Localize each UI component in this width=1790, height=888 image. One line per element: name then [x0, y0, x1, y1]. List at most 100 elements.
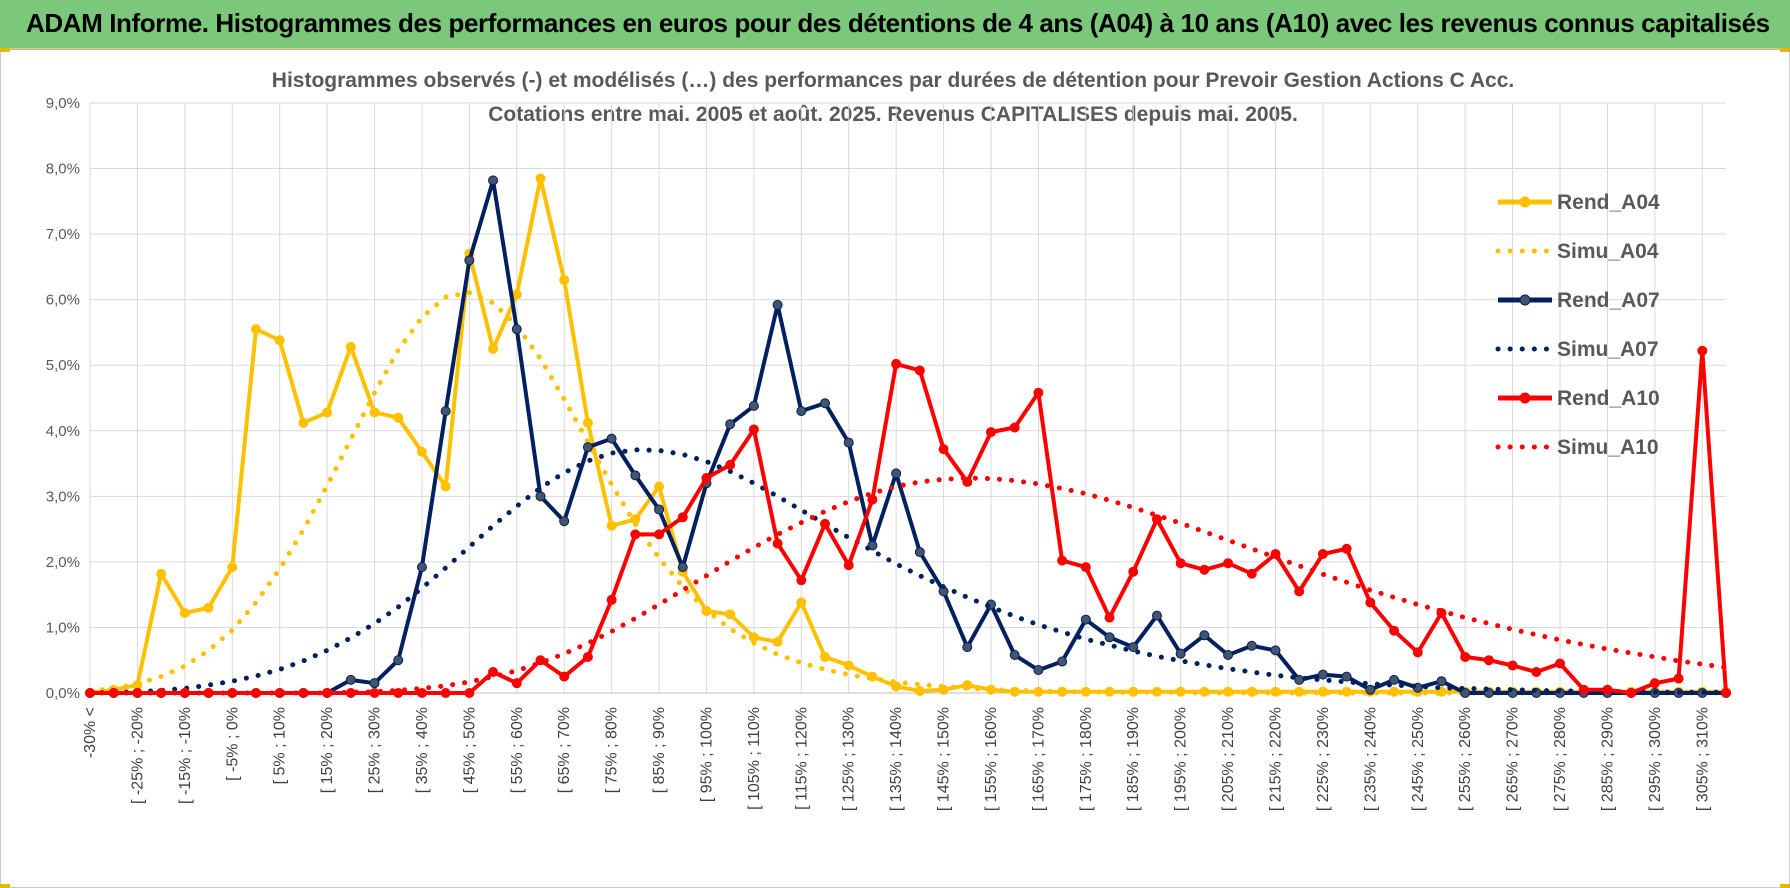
y-tick-label: 8,0%: [46, 161, 80, 178]
data-point: [345, 674, 356, 685]
legend-label: Rend_A04: [1557, 191, 1660, 214]
x-tick-label: [ 15% ; 20%: [319, 707, 336, 793]
legend-label: Rend_A07: [1557, 289, 1660, 312]
legend-marker: [1519, 392, 1531, 404]
series-simu-a04: [87, 289, 1729, 696]
data-point: [1341, 543, 1352, 554]
data-point: [914, 547, 925, 558]
data-point: [1317, 669, 1328, 680]
x-tick-label: [ 115% ; 120%: [793, 707, 810, 810]
data-point: [677, 512, 688, 523]
x-tick-label: [ 75% ; 80%: [604, 707, 621, 793]
data-point: [748, 632, 759, 643]
data-point: [1057, 656, 1068, 667]
y-tick-label: 6,0%: [46, 292, 80, 309]
data-point: [416, 688, 427, 698]
data-point: [748, 400, 759, 411]
data-point: [820, 398, 831, 409]
data-point: [393, 655, 404, 666]
data-point: [464, 255, 475, 266]
data-point: [559, 516, 570, 527]
data-point: [488, 175, 499, 186]
data-point: [606, 433, 617, 444]
data-point: [914, 365, 925, 376]
x-tick-label: [ 175% ; 180%: [1078, 707, 1095, 811]
data-point: [1721, 688, 1731, 698]
data-point: [1151, 514, 1162, 525]
legend-label: Simu_A07: [1557, 338, 1659, 361]
data-point: [1175, 648, 1186, 659]
x-tick-label: [ 95% ; 100%: [698, 707, 715, 802]
data-point: [891, 358, 902, 369]
data-point: [1578, 684, 1589, 695]
data-point: [250, 324, 261, 335]
corner-marker: [0, 48, 10, 52]
data-point: [156, 568, 167, 579]
corner-marker: [1780, 48, 1790, 52]
data-point: [1246, 568, 1257, 579]
data-point: [1080, 614, 1091, 625]
data-point: [416, 446, 427, 457]
data-point: [416, 562, 427, 573]
series-line-dotted: [87, 447, 1729, 696]
data-point: [511, 678, 522, 689]
data-point: [891, 681, 902, 692]
x-tick-label: [ -5% ; 0%: [224, 707, 241, 781]
y-axis: 0,0% 1,0% 2,0% 3,0% 4,0% 5,0% 6,0% 7,0% 8,0% 9,0%: [46, 95, 80, 702]
data-point: [1175, 558, 1186, 569]
data-point: [440, 481, 451, 492]
x-tick-label: [ 125% ; 130%: [841, 707, 858, 811]
data-point: [393, 688, 404, 698]
data-point: [582, 417, 593, 428]
data-point: [464, 688, 475, 698]
data-point: [535, 491, 546, 502]
x-tick-label: [ 275% ; 280%: [1552, 707, 1569, 811]
data-point: [274, 335, 285, 346]
y-tick-label: 3,0%: [46, 488, 80, 505]
y-tick-label: 9,0%: [46, 95, 80, 112]
data-point: [1460, 651, 1471, 662]
data-point: [772, 636, 783, 647]
x-tick-label: [ 105% ; 110%: [746, 707, 763, 810]
data-point: [511, 324, 522, 335]
data-point: [796, 575, 807, 586]
x-tick-label: [ 25% ; 30%: [367, 707, 384, 793]
x-tick-label: [ -15% ; -10%: [177, 707, 194, 804]
data-point: [535, 173, 546, 184]
x-tick-label: [ 235% ; 240%: [1362, 707, 1379, 811]
corner-marker: [1780, 884, 1790, 888]
data-point: [820, 518, 831, 529]
series-rend-a07: [85, 175, 1731, 698]
legend-label: Rend_A10: [1557, 387, 1660, 410]
data-point: [179, 608, 190, 619]
data-point: [1507, 660, 1518, 671]
data-point: [393, 412, 404, 423]
y-tick-label: 4,0%: [46, 423, 80, 440]
x-tick-label: [ 265% ; 270%: [1505, 707, 1522, 811]
x-tick-label: [ 225% ; 230%: [1315, 707, 1332, 811]
data-point: [1341, 686, 1352, 697]
data-point: [1057, 555, 1068, 566]
data-point: [1199, 630, 1210, 641]
data-point: [1555, 658, 1566, 669]
x-tick-label: [ 255% ; 260%: [1457, 707, 1474, 811]
data-point: [938, 444, 949, 455]
corner-marker: [0, 884, 10, 888]
series-line-dotted: [87, 289, 1729, 696]
x-tick-label: [ 5% ; 10%: [272, 707, 289, 784]
x-tick-label: [ 85% ; 90%: [651, 707, 668, 793]
data-point: [867, 494, 878, 505]
title-banner: ADAM Informe. Histogrammes des performan…: [0, 0, 1790, 50]
data-point: [606, 594, 617, 605]
data-point: [1389, 674, 1400, 685]
data-point: [1365, 597, 1376, 608]
data-point: [1128, 566, 1139, 577]
data-point: [1436, 676, 1447, 687]
data-point: [1602, 684, 1613, 695]
data-point: [582, 442, 593, 453]
y-tick-label: 0,0%: [46, 685, 80, 702]
data-point: [1531, 667, 1542, 678]
x-tick-label: [ 35% ; 40%: [414, 707, 431, 793]
data-point: [985, 427, 996, 438]
line-chart: Histogrammes observés (-) et modélisés (…: [46, 69, 1731, 811]
